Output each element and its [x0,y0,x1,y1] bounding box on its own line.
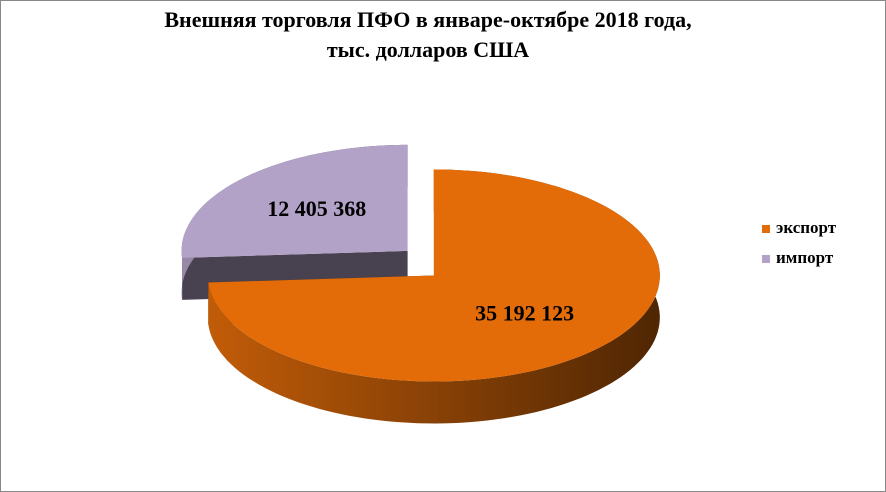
legend-label: экспорт [776,218,837,237]
slice [181,144,408,258]
data-label: 12 405 368 [267,196,366,221]
chart-title: тыс. долларов США [327,37,529,62]
legend-swatch [762,255,770,263]
slice [208,169,660,382]
chart-title: Внешняя торговля ПФО в январе-октябре 20… [164,7,691,32]
legend: экспорт импорт [762,218,837,267]
legend-label: импорт [776,248,834,267]
pie: 12 405 368 35 192 123 [181,144,660,424]
data-label: 35 192 123 [475,300,574,325]
legend-swatch [762,225,770,233]
